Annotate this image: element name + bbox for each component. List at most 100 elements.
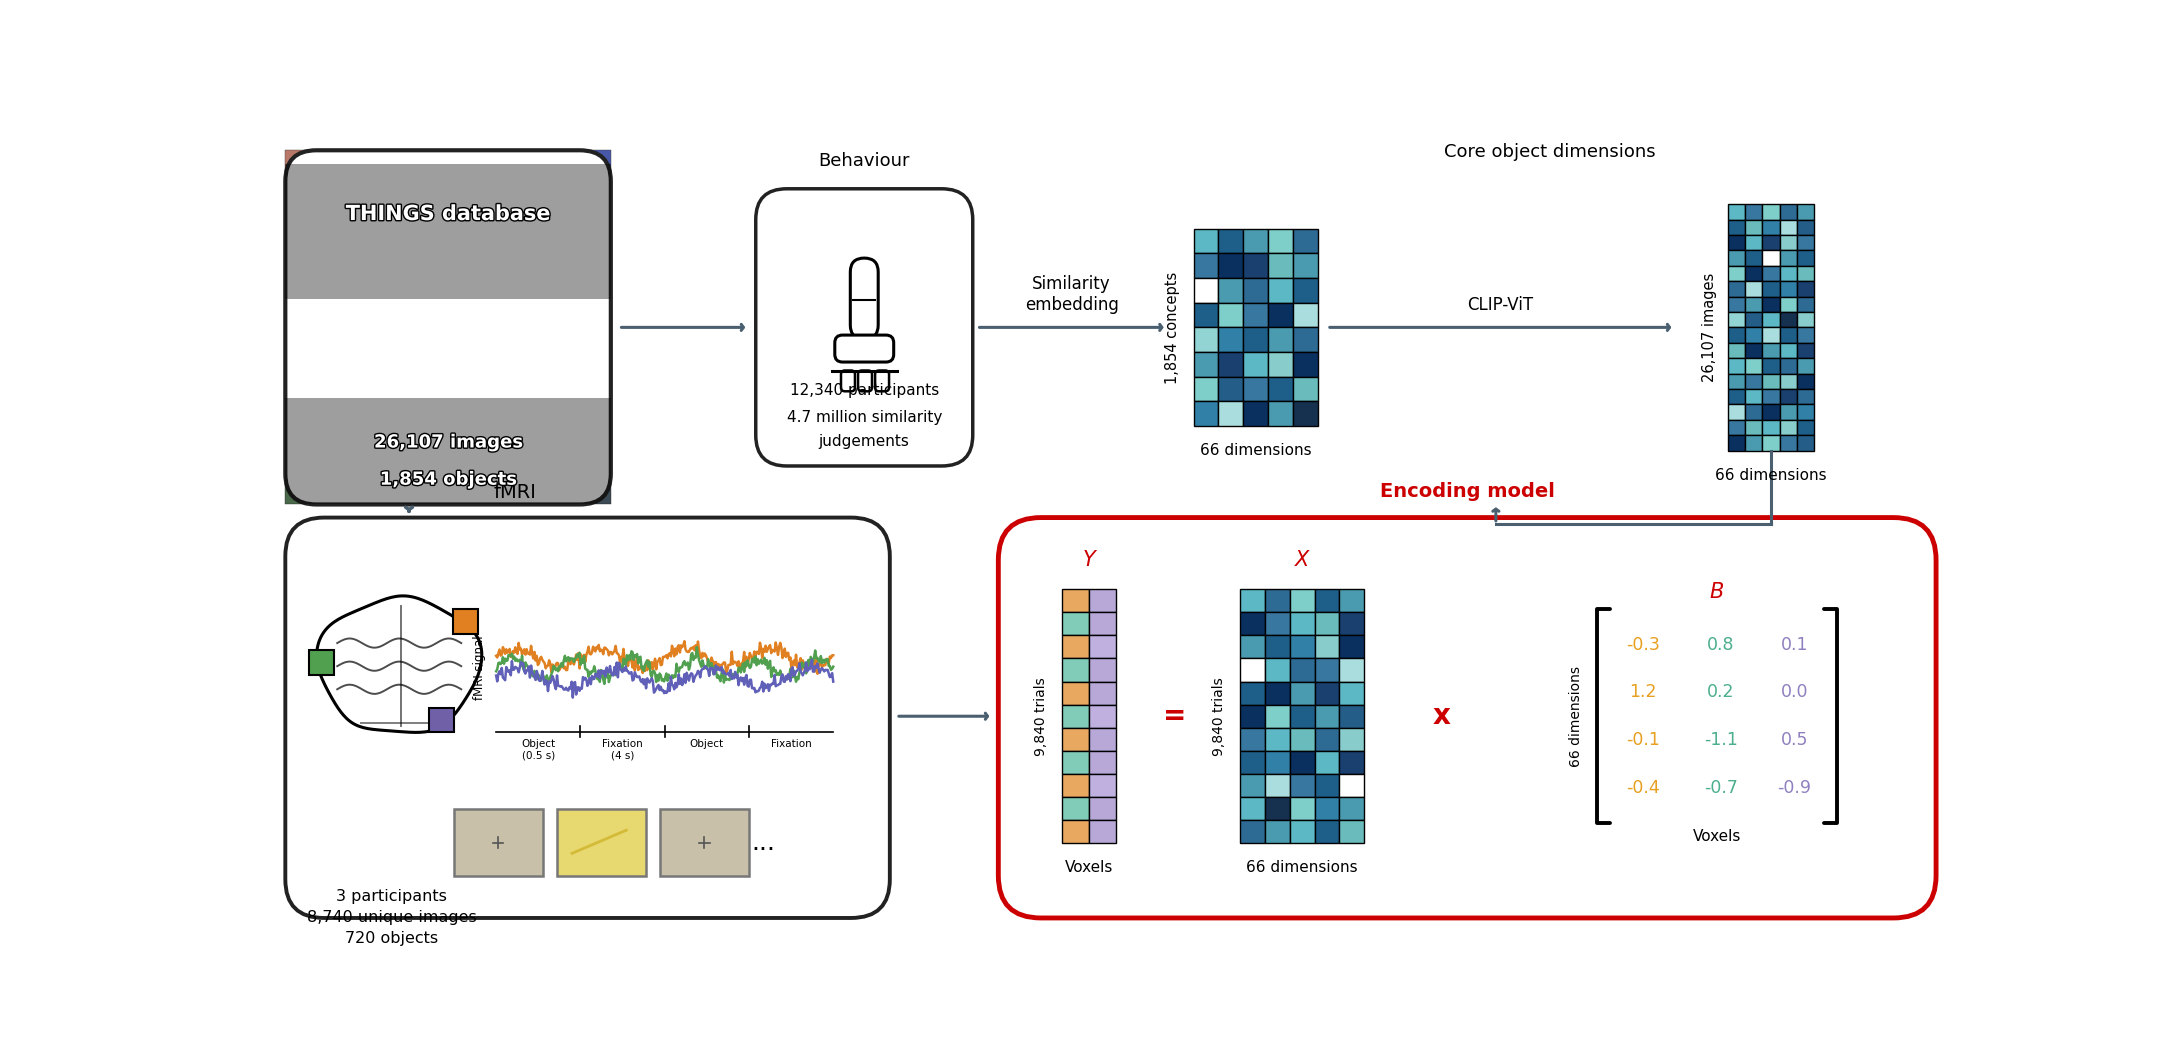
Bar — [284, 151, 321, 185]
Bar — [575, 363, 610, 398]
FancyBboxPatch shape — [756, 188, 973, 466]
Bar — [1268, 352, 1292, 377]
Bar — [1240, 774, 1266, 797]
Bar — [502, 433, 538, 469]
Bar — [1218, 303, 1244, 328]
Bar — [1266, 682, 1290, 705]
Bar — [1763, 235, 1780, 250]
Bar — [1763, 266, 1780, 282]
Bar — [1798, 389, 1813, 404]
Bar — [1266, 705, 1290, 728]
Bar — [1313, 774, 1340, 797]
Bar — [393, 363, 430, 398]
Bar — [1745, 358, 1763, 374]
Bar — [1240, 636, 1266, 659]
Bar — [393, 469, 430, 505]
Bar — [1728, 420, 1745, 436]
Bar — [502, 292, 538, 328]
Bar — [1313, 728, 1340, 751]
Bar — [1313, 589, 1340, 612]
Bar — [358, 185, 393, 221]
Bar — [1266, 751, 1290, 774]
Bar — [1292, 229, 1318, 253]
Bar — [358, 257, 393, 292]
Bar — [1798, 328, 1813, 342]
Bar — [1218, 229, 1244, 253]
Bar — [1218, 352, 1244, 377]
Bar — [575, 328, 610, 363]
Bar — [1218, 328, 1244, 352]
Text: 9,840 trials: 9,840 trials — [1033, 676, 1049, 756]
Bar — [1745, 282, 1763, 296]
Bar — [454, 808, 543, 876]
Bar — [502, 151, 538, 185]
Text: -0.9: -0.9 — [1778, 779, 1811, 797]
Bar — [430, 257, 467, 292]
Text: x: x — [1433, 703, 1450, 730]
Bar — [1745, 266, 1763, 282]
Text: 0.5: 0.5 — [1780, 731, 1808, 749]
Bar — [1218, 401, 1244, 426]
Bar — [321, 328, 358, 363]
Bar — [1763, 374, 1780, 389]
Bar — [430, 708, 454, 733]
Bar — [467, 221, 502, 257]
Bar — [1313, 612, 1340, 636]
Bar — [538, 257, 575, 292]
Text: 3 participants: 3 participants — [337, 890, 447, 905]
Bar — [284, 257, 321, 292]
Text: X: X — [1294, 550, 1309, 570]
Bar — [1290, 751, 1313, 774]
Bar — [1340, 797, 1363, 820]
Bar — [430, 328, 467, 363]
Bar — [1194, 377, 1218, 401]
Text: Voxels: Voxels — [1064, 861, 1114, 875]
Bar — [1062, 589, 1090, 612]
Bar — [575, 292, 610, 328]
Bar — [1763, 250, 1780, 266]
Bar — [393, 292, 430, 328]
Bar — [1340, 682, 1363, 705]
Bar — [1292, 279, 1318, 303]
Bar — [430, 151, 467, 185]
Bar — [1798, 250, 1813, 266]
Bar — [1745, 204, 1763, 220]
Bar — [1313, 682, 1340, 705]
Bar — [1290, 636, 1313, 659]
Bar — [1763, 220, 1780, 235]
Bar — [1763, 420, 1780, 436]
Bar — [1062, 797, 1090, 820]
Bar — [1292, 401, 1318, 426]
Bar — [1780, 342, 1798, 358]
Text: Y: Y — [1083, 550, 1096, 570]
Bar — [393, 221, 430, 257]
Bar — [1062, 636, 1090, 659]
Bar — [321, 363, 358, 398]
Bar — [1340, 636, 1363, 659]
Bar — [1340, 728, 1363, 751]
Bar — [1268, 229, 1292, 253]
Bar — [1090, 612, 1116, 636]
Bar — [1090, 589, 1116, 612]
Bar — [538, 151, 575, 185]
Bar — [1194, 253, 1218, 279]
Bar — [538, 469, 575, 505]
Bar — [1745, 342, 1763, 358]
Bar — [308, 650, 334, 674]
Bar — [467, 257, 502, 292]
Text: 66 dimensions: 66 dimensions — [1201, 443, 1311, 458]
Bar — [1745, 389, 1763, 404]
Bar — [358, 221, 393, 257]
Bar — [284, 164, 610, 299]
Bar — [1728, 235, 1745, 250]
Bar — [1292, 253, 1318, 279]
Bar — [1268, 401, 1292, 426]
FancyBboxPatch shape — [836, 335, 894, 362]
Bar — [1745, 420, 1763, 436]
Bar — [1266, 636, 1290, 659]
Bar — [467, 292, 502, 328]
Bar — [430, 185, 467, 221]
Bar — [1244, 303, 1268, 328]
Bar — [321, 151, 358, 185]
Bar — [575, 151, 610, 185]
